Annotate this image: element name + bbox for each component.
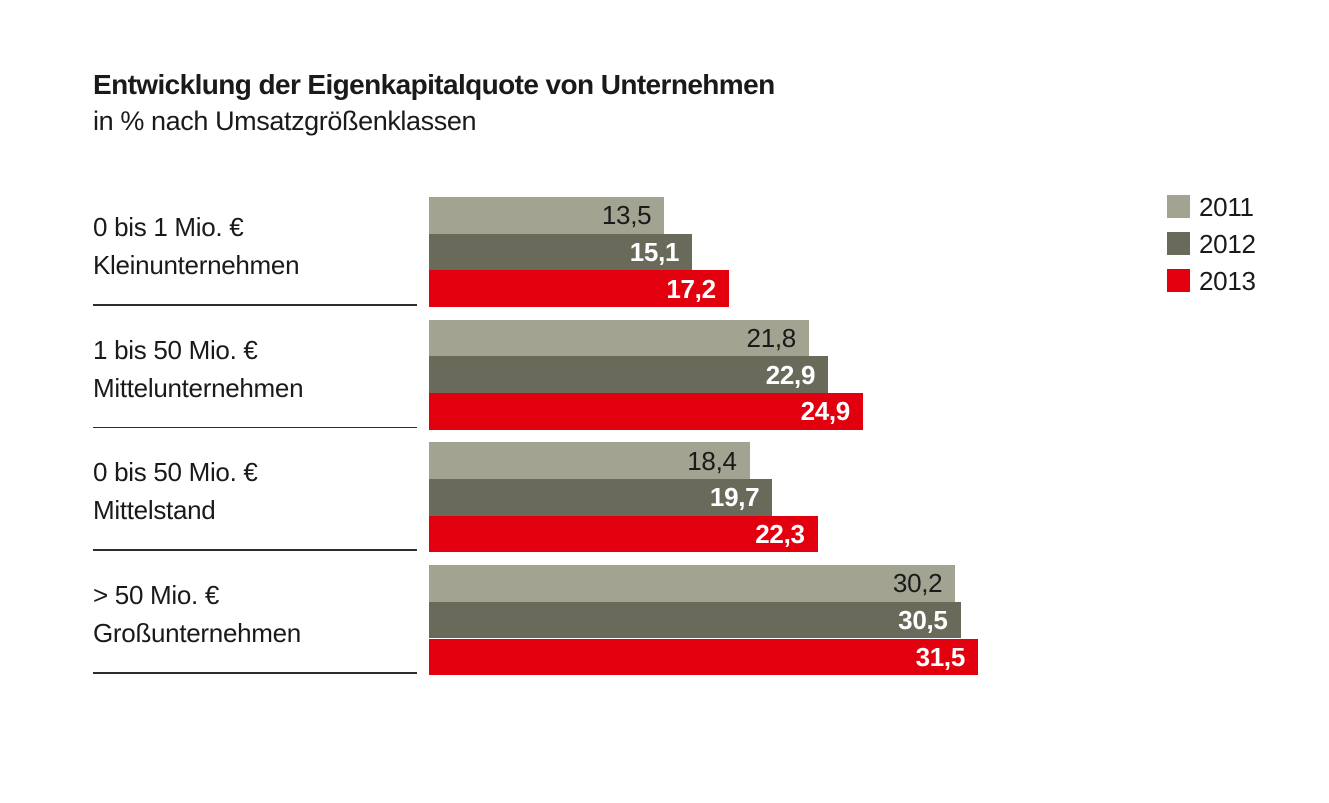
legend-label-2013: 2013 (1199, 265, 1256, 296)
chart-title: Entwicklung der Eigenkapitalquote von Un… (93, 69, 775, 100)
bar-2012: 15,1 (429, 233, 693, 271)
category-label: 0 bis 50 Mio. € Mittelstand (93, 453, 425, 529)
bar-2013: 17,2 (429, 270, 729, 308)
legend-item-2012: 2012 (1167, 230, 1256, 257)
bar-value-label: 21,8 (746, 323, 797, 354)
bar-value-label: 24,9 (800, 396, 851, 427)
bar-value-label: 15,1 (629, 237, 680, 268)
bar-2011: 30,2 (429, 565, 956, 602)
category-name-text: Kleinunternehmen (93, 250, 300, 280)
bar-value-label: 30,2 (892, 568, 943, 599)
bar-value-label: 30,5 (898, 605, 948, 636)
legend-swatch-2013-icon (1167, 269, 1190, 292)
chart-subtitle: in % nach Umsatzgrößenklassen (93, 106, 477, 136)
category-label: 0 bis 1 Mio. € Kleinunternehmen (93, 208, 425, 284)
legend-item-2013: 2013 (1167, 267, 1256, 294)
legend-item-2011: 2011 (1167, 193, 1256, 220)
bar-2012: 22,9 (429, 356, 829, 394)
bar-2013: 22,3 (429, 515, 818, 553)
category-divider (93, 549, 417, 551)
category-range-text: 0 bis 1 Mio. € (93, 212, 244, 242)
bar-2011: 21,8 (429, 319, 809, 357)
bar-value-label: 31,5 (915, 641, 966, 672)
category-label: 1 bis 50 Mio. € Mittelunternehmen (93, 331, 425, 407)
bar-2013: 24,9 (429, 393, 863, 430)
bar-value-label: 17,2 (666, 273, 716, 304)
bar-2013: 31,5 (429, 638, 978, 676)
category-range-text: 1 bis 50 Mio. € (93, 334, 258, 365)
legend-label-2011: 2011 (1199, 191, 1254, 222)
category-name-text: Mittelunternehmen (93, 372, 304, 403)
legend-swatch-2011-icon (1167, 195, 1190, 218)
bar-value-label: 22,9 (765, 359, 816, 390)
bar-value-label: 19,7 (709, 482, 760, 513)
category-divider (93, 672, 417, 674)
legend-swatch-2012-icon (1167, 232, 1190, 255)
bar-value-label: 13,5 (601, 200, 652, 231)
category-range-text: 0 bis 50 Mio. € (93, 457, 258, 488)
bar-2012: 30,5 (429, 601, 961, 639)
category-divider (93, 426, 417, 429)
category-divider (93, 304, 417, 306)
legend-label-2012: 2012 (1199, 228, 1256, 259)
legend: 2011 2012 2013 (1167, 193, 1256, 304)
bar-value-label: 22,3 (755, 519, 805, 550)
category-label: > 50 Mio. € Großunternehmen (93, 576, 425, 652)
category-name-text: Mittelstand (93, 495, 216, 526)
category-name-text: Großunternehmen (93, 618, 301, 649)
bar-2012: 19,7 (429, 479, 773, 516)
bar-value-label: 18,4 (687, 445, 737, 476)
bar-2011: 13,5 (429, 197, 665, 234)
bar-2011: 18,4 (429, 442, 750, 480)
category-range-text: > 50 Mio. € (93, 580, 220, 611)
